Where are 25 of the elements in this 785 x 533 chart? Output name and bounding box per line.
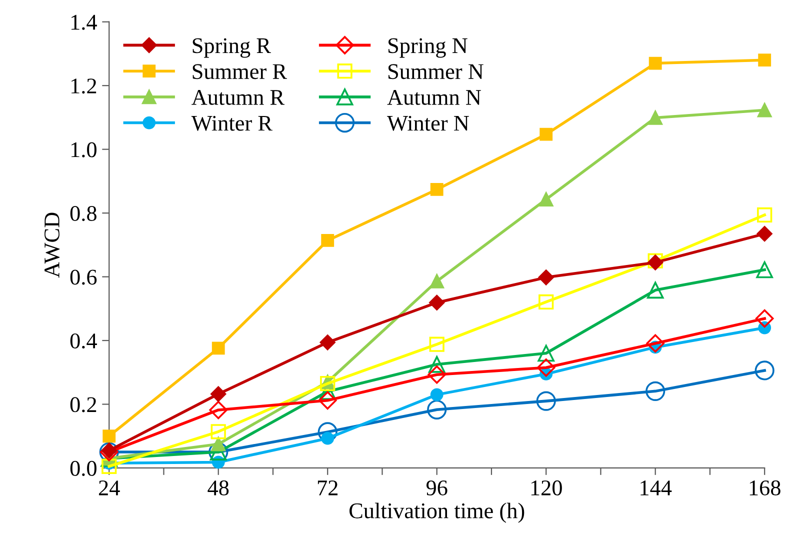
- legend-label: Summer N: [388, 64, 484, 80]
- x-tick-label: 120: [531, 480, 562, 496]
- legend-label: Autumn R: [192, 90, 285, 105]
- y-tick-label: 0.0: [70, 460, 96, 476]
- legend-label: Spring N: [388, 38, 468, 58]
- x-tick-label: 96: [426, 480, 448, 496]
- x-tick-label: 48: [208, 480, 229, 496]
- y-tick-label: 1.4: [71, 14, 97, 30]
- y-tick-label: 1.0: [71, 142, 96, 158]
- y-tick-label: 0.2: [70, 397, 96, 412]
- y-tick-label: 0.8: [70, 206, 96, 222]
- legend-label: Winter R: [191, 116, 272, 131]
- y-tick-label: 1.2: [71, 78, 96, 94]
- legend-label: Winter N: [387, 116, 469, 131]
- x-axis-title: Cultivation time (h): [350, 502, 524, 523]
- x-tick-label: 144: [640, 480, 672, 496]
- x-tick-label: 24: [98, 480, 120, 496]
- x-tick-label: 168: [750, 480, 780, 496]
- y-tick-label: 0.6: [70, 270, 97, 285]
- legend-label: Spring R: [192, 38, 271, 58]
- y-axis-title: AWCD: [44, 212, 60, 278]
- y-tick-label: 0.4: [70, 333, 97, 349]
- legend-label: Autumn N: [387, 90, 481, 105]
- legend-label: Summer R: [192, 64, 287, 80]
- x-tick-label: 72: [318, 480, 338, 496]
